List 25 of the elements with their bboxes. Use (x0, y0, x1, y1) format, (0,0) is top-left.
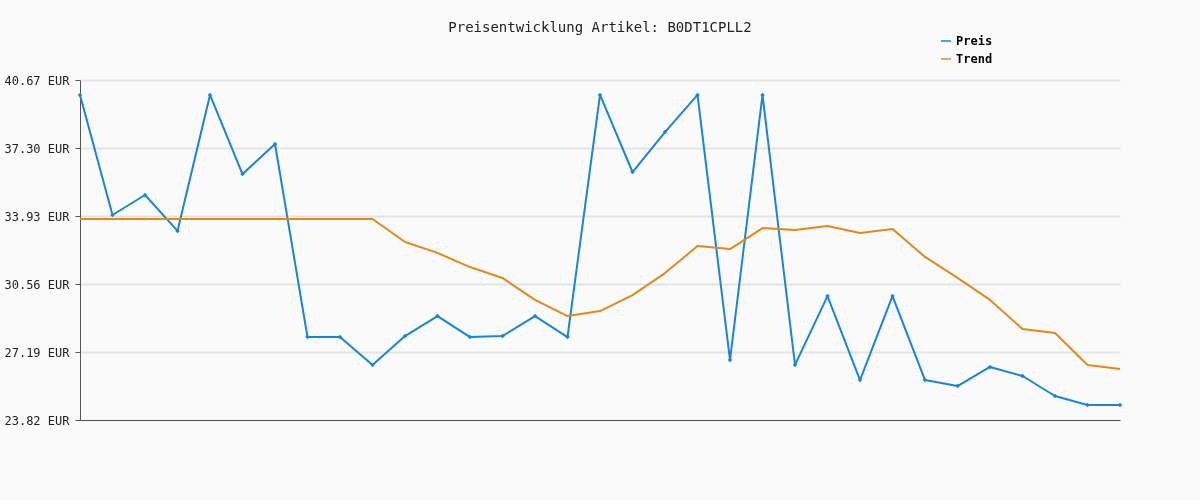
point (987, 364, 993, 370)
point (597, 92, 603, 98)
point (337, 334, 343, 340)
y-tick-label: 40.67 EUR (4, 73, 71, 88)
point (532, 313, 538, 319)
point (142, 192, 148, 198)
legend-label: Preis (956, 34, 993, 48)
point (1052, 393, 1058, 399)
y-tick-label: 33.93 EUR (4, 209, 71, 224)
y-tick-label: 37.30 EUR (4, 141, 71, 156)
point (792, 362, 798, 368)
point (662, 129, 668, 135)
point (467, 334, 473, 340)
point (1117, 402, 1123, 408)
point (77, 92, 83, 98)
point (402, 333, 408, 339)
point (207, 92, 213, 98)
y-tick-label: 23.82 EUR (4, 413, 71, 428)
point (272, 141, 278, 147)
y-tick-label: 27.19 EUR (4, 345, 71, 360)
chart-title: Preisentwicklung Artikel: B0DT1CPLL2 (448, 19, 752, 35)
point (727, 357, 733, 363)
legend-label: Trend (956, 52, 993, 66)
y-tick-label: 30.56 EUR (4, 277, 71, 292)
point (922, 377, 928, 383)
